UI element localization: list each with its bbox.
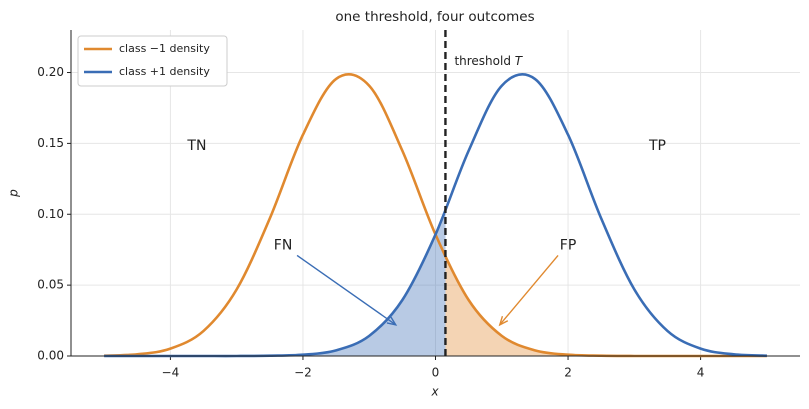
x-tick-label: −2 [294, 366, 312, 380]
threshold-text: threshold [454, 54, 511, 68]
outcome-label: FP [560, 237, 577, 253]
arrow-head [386, 316, 398, 326]
x-tick-label: −4 [162, 366, 180, 380]
legend-label: class −1 density [119, 42, 210, 55]
y-tick-label: 0.15 [37, 136, 64, 150]
outcome-label: TP [648, 138, 666, 154]
x-tick-label: 2 [564, 366, 572, 380]
annotation-arrow [296, 254, 397, 326]
x-tick-label: 0 [432, 366, 440, 380]
legend-box [77, 35, 228, 87]
y-tick-label: 0.05 [37, 278, 64, 292]
y-tick-label: 0.20 [37, 65, 64, 79]
y-tick-label: 0.00 [37, 349, 64, 363]
x-axis-label: x [430, 385, 439, 399]
legend-label: class +1 density [119, 65, 210, 78]
outcome-label: TN [186, 138, 206, 154]
threshold-label: threshold T [454, 54, 523, 68]
fp-area [445, 256, 767, 356]
annotation-arrow [499, 254, 559, 326]
x-tick-label: 4 [697, 366, 705, 380]
threshold-symbol: T [515, 54, 524, 68]
y-tick-label: 0.10 [37, 207, 64, 221]
chart-title: one threshold, four outcomes [335, 9, 534, 25]
y-axis-label: p [7, 189, 21, 198]
outcome-label: FN [274, 237, 293, 253]
fn-area [104, 210, 446, 356]
arrow-head [498, 316, 509, 327]
